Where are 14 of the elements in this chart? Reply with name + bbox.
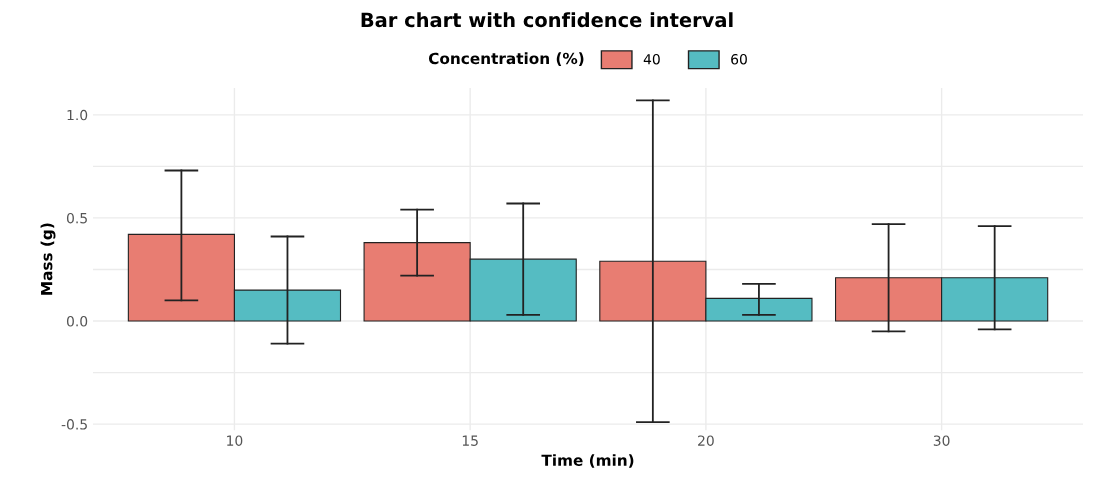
x-tick-label: 30 [933,435,950,446]
y-tick-label: 0.5 [66,212,87,224]
x-tick-label: 15 [462,435,478,446]
x-axis-title: Time (min) [541,454,634,468]
y-axis-title: Mass (g) [40,223,56,295]
x-tick-label: 20 [698,435,714,446]
legend-title: Concentration (%) [428,52,584,66]
x-tick-label: 10 [227,435,243,446]
chart-title: Bar chart with confidence interval [361,12,733,28]
legend-label: 40 [643,53,660,65]
y-tick-label: 0.0 [66,316,88,327]
y-tick-label: -0.5 [61,419,87,430]
y-tick-label: 1.0 [67,109,88,121]
legend-label: 60 [731,53,747,65]
